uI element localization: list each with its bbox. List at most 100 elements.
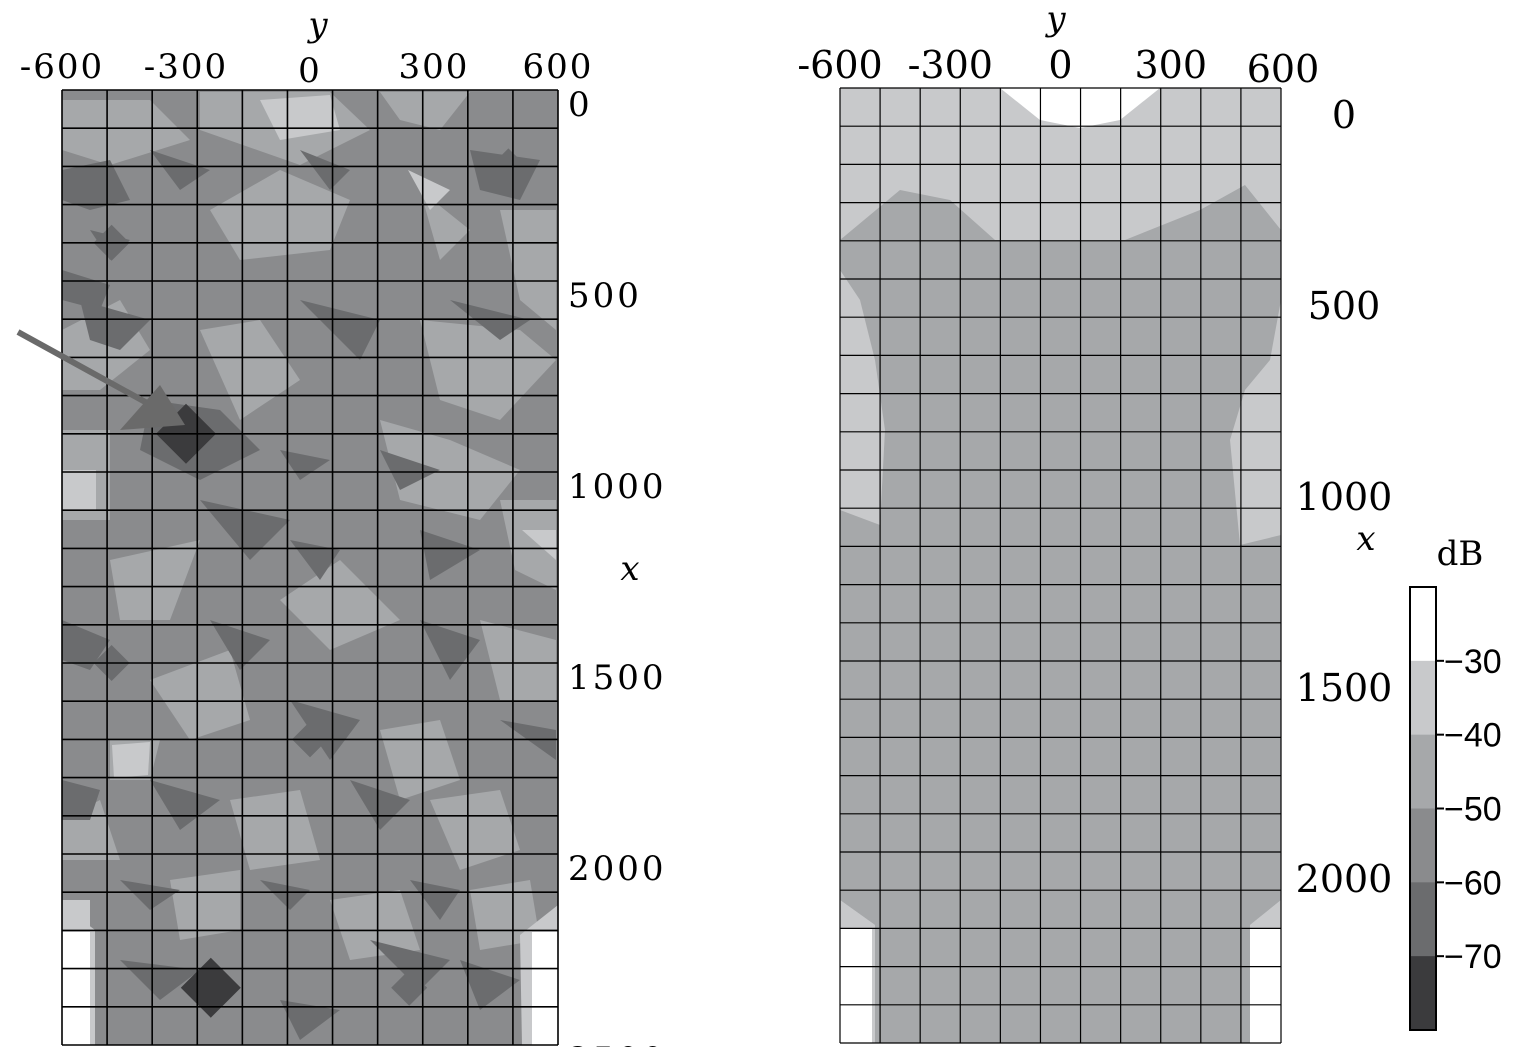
colorbar-band: [1410, 587, 1436, 662]
left-light-region: [62, 100, 190, 165]
left-dark-region: [80, 300, 150, 350]
left-light-region: [470, 880, 540, 950]
left-local-minimum: [180, 957, 241, 1018]
colorbar-band: [1410, 734, 1436, 809]
left-heatmap-fill: [62, 90, 558, 1045]
left-bright-region: [522, 530, 556, 560]
left-dark-region: [290, 540, 340, 580]
colorbar-band: [1410, 882, 1436, 957]
right-x-tick-labels: -600 -300 0 300 600: [797, 43, 1319, 91]
right-x-tick-label: -300: [908, 43, 993, 87]
arrow-head: [120, 385, 185, 430]
left-y-tick-labels: 0 500 1000 1500 2000 2500: [568, 85, 667, 1047]
colorbar-ticks: −30 −40 −50 −60 −70: [1436, 643, 1502, 976]
right-body-region: [840, 185, 1281, 1043]
right-heatmap-grid: [839, 87, 1282, 1044]
colorbar-tick-label: −60: [1444, 864, 1502, 902]
left-light-region: [330, 890, 420, 960]
left-dark-region: [62, 270, 110, 310]
left-light-region: [210, 170, 350, 260]
left-light-region: [170, 870, 240, 940]
colorbar-band: [1410, 660, 1436, 736]
left-dark-region: [260, 880, 310, 910]
left-heatmap-grid: [61, 89, 559, 1046]
colorbar-band: [1410, 808, 1436, 883]
right-y-tick-label: 500: [1308, 284, 1381, 328]
right-x-axis-label: y: [1044, 0, 1066, 39]
left-x-tick-label: 0: [298, 51, 322, 91]
left-light-region: [500, 500, 556, 590]
right-x-tick-label: 300: [1134, 43, 1207, 87]
colorbar: dB −30 −40 −50 −60 −70: [1409, 534, 1502, 1031]
colorbar-tick-label: −50: [1444, 791, 1502, 829]
colorbar-bands: [1409, 586, 1437, 1031]
left-light-region: [430, 790, 520, 870]
left-light-region: [480, 620, 556, 700]
left-bright-region: [408, 170, 450, 210]
left-dark-region: [62, 620, 110, 670]
left-dark-region: [150, 780, 220, 830]
left-light-region: [230, 790, 320, 870]
left-dark-region: [300, 300, 380, 360]
left-light-region: [380, 420, 520, 520]
right-y-tick-label: 2000: [1296, 857, 1393, 901]
left-x-tick-label: 600: [523, 47, 594, 87]
left-x-tick-labels: -600 -300 0 300 600: [20, 47, 594, 91]
left-dark-region: [120, 880, 180, 910]
left-dark-region: [120, 960, 200, 1000]
left-dark-region: [290, 700, 360, 760]
left-white-corner: [62, 932, 90, 1045]
left-dark-region: [210, 620, 270, 670]
annotation-arrow: [16, 329, 185, 430]
colorbar-title: dB: [1437, 534, 1484, 574]
left-light-region: [500, 210, 556, 330]
left-y-tick-label: 1500: [568, 658, 667, 698]
left-dark-region: [420, 530, 480, 580]
right-y-axis-label: x: [1356, 519, 1375, 559]
left-dark-region: [460, 960, 520, 1010]
left-dark-region: [280, 450, 330, 480]
right-bottom-right-white: [1250, 928, 1281, 1043]
left-bright-region: [112, 742, 150, 778]
left-x-tick-label: 300: [399, 47, 470, 87]
right-x-tick-label: 600: [1247, 47, 1320, 91]
left-light-region: [380, 92, 470, 130]
left-dark-region: [370, 940, 450, 990]
left-y-tick-label: 500: [568, 276, 642, 316]
colorbar-tick-label: −30: [1444, 643, 1502, 681]
left-bright-region: [62, 470, 96, 510]
left-light-region: [150, 650, 250, 740]
left-y-axis-label: x: [620, 549, 639, 589]
left-y-tick-label: 2000: [568, 849, 667, 889]
right-x-tick-label: 0: [1048, 43, 1072, 87]
right-y-tick-label: 1000: [1296, 475, 1393, 519]
left-dark-region: [420, 620, 480, 680]
left-y-tick-label: 1000: [568, 467, 667, 507]
left-dark-region: [62, 780, 100, 820]
colorbar-band: [1410, 956, 1436, 1031]
left-dark-region: [200, 500, 290, 560]
right-bottom-right-border: [1250, 900, 1281, 928]
colorbar-tick-label: −40: [1444, 717, 1502, 755]
left-light-region: [280, 560, 400, 650]
left-x-tick-label: -600: [20, 47, 104, 87]
left-x-tick-label: -300: [144, 47, 228, 87]
left-dark-region: [280, 1000, 340, 1040]
left-dark-region: [350, 780, 410, 830]
left-y-tick-label: 2500: [568, 1040, 667, 1047]
left-light-region: [110, 540, 200, 620]
right-bottom-left-white: [840, 928, 872, 1043]
left-x-axis-label: y: [306, 5, 328, 45]
right-x-tick-label: -600: [797, 43, 882, 87]
left-dark-region: [380, 450, 440, 490]
right-white-corner: [532, 932, 558, 1045]
right-heatmap-fill: [840, 88, 1281, 1043]
left-local-minimum: [391, 969, 428, 1006]
left-y-tick-label: 0: [568, 85, 593, 125]
right-y-tick-labels: 05001000150020002500: [1296, 93, 1393, 901]
right-y-tick-label: 1500: [1296, 666, 1393, 710]
left-heatmap-chart: -600 -300 0 300 600 0 500 1000 1500 2000 2500 y x: [16, 5, 667, 1047]
colorbar-tick-label: −70: [1444, 938, 1502, 976]
